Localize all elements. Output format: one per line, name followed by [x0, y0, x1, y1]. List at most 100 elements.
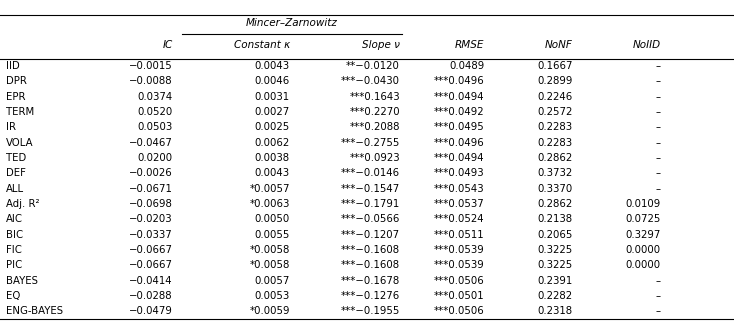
Text: −0.0203: −0.0203 [129, 214, 172, 225]
Text: −0.0337: −0.0337 [128, 230, 172, 240]
Text: –: – [655, 92, 661, 102]
Text: NoNF: NoNF [545, 41, 573, 50]
Text: −0.0671: −0.0671 [128, 184, 172, 194]
Text: ***−0.1547: ***−0.1547 [341, 184, 400, 194]
Text: −0.0414: −0.0414 [129, 276, 172, 286]
Text: –: – [655, 153, 661, 163]
Text: ***0.0494: ***0.0494 [434, 153, 484, 163]
Text: ***−0.1608: ***−0.1608 [341, 260, 400, 270]
Text: *0.0059: *0.0059 [250, 306, 290, 317]
Text: 0.3370: 0.3370 [537, 184, 573, 194]
Text: ***−0.1955: ***−0.1955 [341, 306, 400, 317]
Text: ***0.0493: ***0.0493 [434, 168, 484, 178]
Text: ***−0.1276: ***−0.1276 [341, 291, 400, 301]
Text: 0.3225: 0.3225 [537, 260, 573, 270]
Text: ***0.0923: ***0.0923 [349, 153, 400, 163]
Text: Slope ν: Slope ν [362, 41, 400, 50]
Text: 0.0109: 0.0109 [625, 199, 661, 209]
Text: RMSE: RMSE [455, 41, 484, 50]
Text: Adj. R²: Adj. R² [6, 199, 40, 209]
Text: ***0.1643: ***0.1643 [349, 92, 400, 102]
Text: VOLA: VOLA [6, 138, 33, 148]
Text: 0.2283: 0.2283 [537, 138, 573, 148]
Text: –: – [655, 123, 661, 133]
Text: 0.0025: 0.0025 [255, 123, 290, 133]
Text: ***0.0496: ***0.0496 [434, 138, 484, 148]
Text: ***0.0543: ***0.0543 [434, 184, 484, 194]
Text: –: – [655, 276, 661, 286]
Text: PIC: PIC [6, 260, 22, 270]
Text: −0.0667: −0.0667 [128, 260, 172, 270]
Text: ALL: ALL [6, 184, 24, 194]
Text: −0.0026: −0.0026 [128, 168, 172, 178]
Text: ***−0.1678: ***−0.1678 [341, 276, 400, 286]
Text: –: – [655, 138, 661, 148]
Text: 0.2246: 0.2246 [537, 92, 573, 102]
Text: 0.0043: 0.0043 [255, 61, 290, 71]
Text: TED: TED [6, 153, 26, 163]
Text: *0.0063: *0.0063 [250, 199, 290, 209]
Text: EQ: EQ [6, 291, 21, 301]
Text: 0.0489: 0.0489 [449, 61, 484, 71]
Text: *0.0058: *0.0058 [250, 245, 290, 255]
Text: Constant κ: Constant κ [233, 41, 290, 50]
Text: IR: IR [6, 123, 16, 133]
Text: 0.2391: 0.2391 [537, 276, 573, 286]
Text: ***0.0506: ***0.0506 [434, 306, 484, 317]
Text: –: – [655, 168, 661, 178]
Text: −0.0467: −0.0467 [128, 138, 172, 148]
Text: ***0.0492: ***0.0492 [434, 107, 484, 117]
Text: IID: IID [6, 61, 20, 71]
Text: 0.0053: 0.0053 [255, 291, 290, 301]
Text: 0.0503: 0.0503 [137, 123, 172, 133]
Text: –: – [655, 306, 661, 317]
Text: 0.0031: 0.0031 [255, 92, 290, 102]
Text: DEF: DEF [6, 168, 26, 178]
Text: 0.2065: 0.2065 [537, 230, 573, 240]
Text: ***0.2088: ***0.2088 [349, 123, 400, 133]
Text: –: – [655, 76, 661, 86]
Text: 0.3297: 0.3297 [625, 230, 661, 240]
Text: −0.0479: −0.0479 [128, 306, 172, 317]
Text: BAYES: BAYES [6, 276, 38, 286]
Text: 0.0057: 0.0057 [255, 276, 290, 286]
Text: −0.0288: −0.0288 [129, 291, 172, 301]
Text: ***−0.1608: ***−0.1608 [341, 245, 400, 255]
Text: BIC: BIC [6, 230, 23, 240]
Text: ***0.0501: ***0.0501 [434, 291, 484, 301]
Text: FIC: FIC [6, 245, 22, 255]
Text: ***−0.0146: ***−0.0146 [341, 168, 400, 178]
Text: −0.0667: −0.0667 [128, 245, 172, 255]
Text: Mincer–Zarnowitz: Mincer–Zarnowitz [246, 18, 338, 28]
Text: –: – [655, 107, 661, 117]
Text: 0.0000: 0.0000 [625, 260, 661, 270]
Text: 0.0038: 0.0038 [255, 153, 290, 163]
Text: 0.0055: 0.0055 [255, 230, 290, 240]
Text: 0.2862: 0.2862 [537, 199, 573, 209]
Text: 0.0000: 0.0000 [625, 245, 661, 255]
Text: ***0.0496: ***0.0496 [434, 76, 484, 86]
Text: ***0.2270: ***0.2270 [349, 107, 400, 117]
Text: 0.2899: 0.2899 [537, 76, 573, 86]
Text: 0.0027: 0.0027 [255, 107, 290, 117]
Text: 0.0043: 0.0043 [255, 168, 290, 178]
Text: 0.0062: 0.0062 [255, 138, 290, 148]
Text: −0.0088: −0.0088 [129, 76, 172, 86]
Text: 0.2862: 0.2862 [537, 153, 573, 163]
Text: −0.0015: −0.0015 [128, 61, 172, 71]
Text: 0.3225: 0.3225 [537, 245, 573, 255]
Text: 0.2283: 0.2283 [537, 123, 573, 133]
Text: TERM: TERM [6, 107, 34, 117]
Text: 0.2572: 0.2572 [537, 107, 573, 117]
Text: ***−0.0430: ***−0.0430 [341, 76, 400, 86]
Text: ***−0.0566: ***−0.0566 [341, 214, 400, 225]
Text: ***0.0537: ***0.0537 [434, 199, 484, 209]
Text: 0.2282: 0.2282 [537, 291, 573, 301]
Text: 0.0374: 0.0374 [137, 92, 172, 102]
Text: ***0.0494: ***0.0494 [434, 92, 484, 102]
Text: AIC: AIC [6, 214, 23, 225]
Text: ***0.0511: ***0.0511 [434, 230, 484, 240]
Text: 0.0046: 0.0046 [255, 76, 290, 86]
Text: 0.1667: 0.1667 [537, 61, 573, 71]
Text: ***0.0506: ***0.0506 [434, 276, 484, 286]
